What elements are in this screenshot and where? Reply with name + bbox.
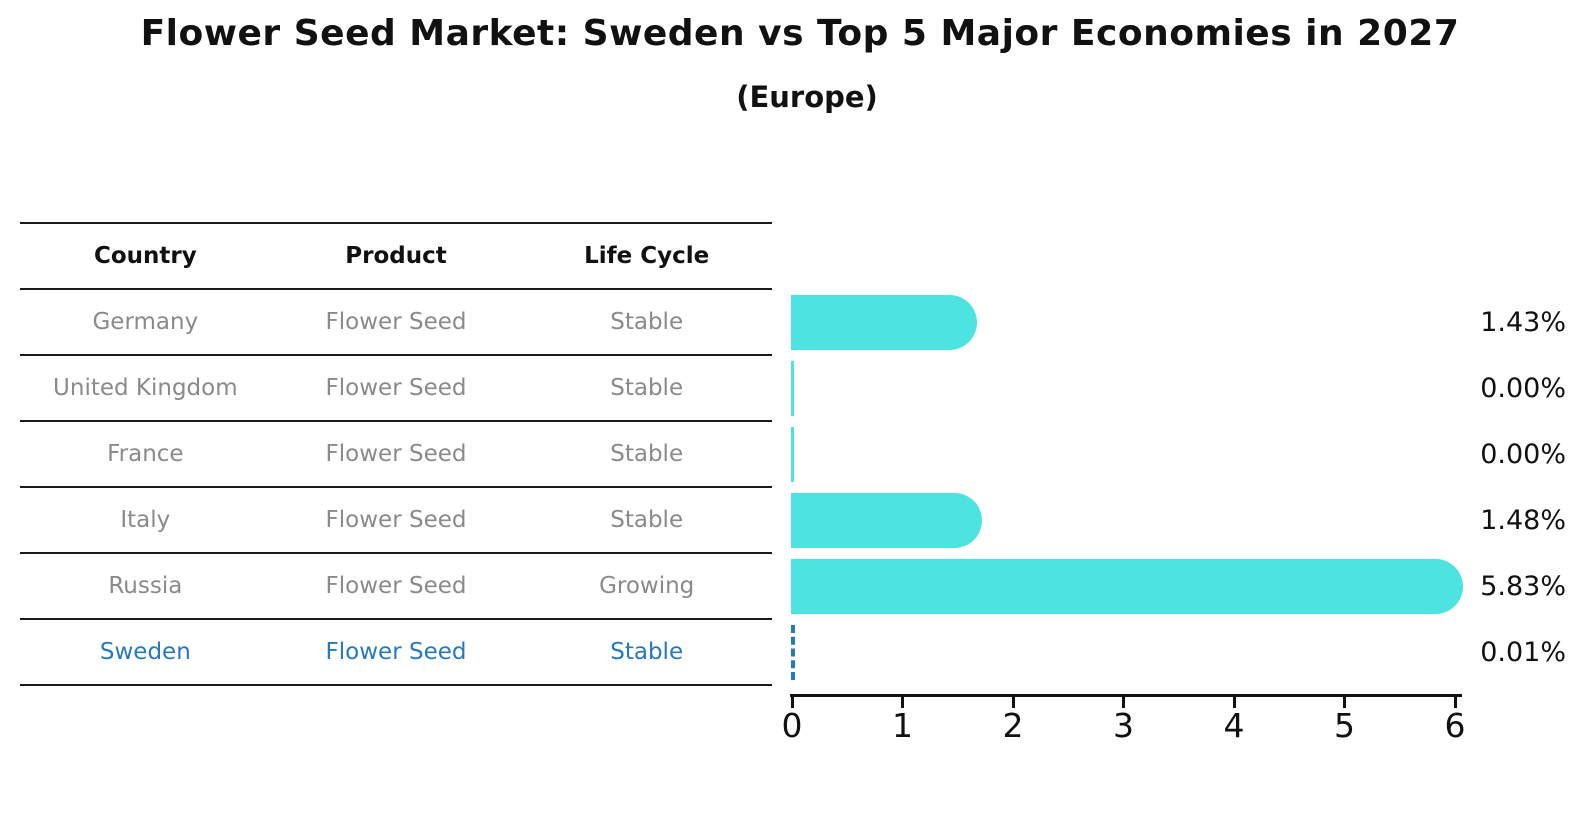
cell-life-cycle: Stable	[610, 309, 684, 335]
column-header-product: Product	[345, 243, 447, 269]
x-tick-label-1: 1	[892, 706, 913, 745]
cell-country: Sweden	[99, 639, 191, 665]
table-row-sweden: Sweden Flower Seed Stable	[20, 620, 772, 686]
x-tick-mark-0	[790, 697, 794, 708]
x-tick-mark-1	[901, 697, 904, 708]
x-tick-label-3: 3	[1113, 706, 1134, 745]
bar-germany	[791, 295, 977, 350]
cell-life-cycle: Stable	[610, 639, 684, 665]
x-tick-mark-6	[1453, 697, 1457, 708]
value-label-italy: 1.48%	[1480, 505, 1566, 536]
cell-country: Germany	[92, 309, 199, 335]
cell-product: Flower Seed	[325, 375, 467, 401]
x-tick-mark-4	[1232, 697, 1236, 708]
country-table: Country Product Life Cycle Germany Flower…	[20, 222, 772, 686]
cell-country: Italy	[120, 507, 171, 533]
cell-product: Flower Seed	[325, 573, 467, 599]
cell-life-cycle: Stable	[610, 375, 684, 401]
value-label-france: 0.00%	[1480, 439, 1566, 470]
cell-country: United Kingdom	[53, 375, 238, 401]
cell-life-cycle: Growing	[599, 573, 695, 599]
bar-italy	[791, 493, 983, 548]
x-tick-label-5: 5	[1334, 706, 1355, 745]
bar-france	[791, 427, 794, 482]
x-tick-mark-2	[1011, 697, 1015, 708]
cell-life-cycle: Stable	[610, 507, 684, 533]
cell-product: Flower Seed	[325, 507, 467, 533]
column-header-country: Country	[93, 243, 197, 269]
bar-sweden	[791, 625, 796, 680]
table-header-row: Country Product Life Cycle	[20, 224, 772, 290]
cell-product: Flower Seed	[325, 441, 467, 467]
value-label-russia: 5.83%	[1480, 571, 1566, 602]
cell-life-cycle: Stable	[610, 441, 684, 467]
x-tick-label-6: 6	[1444, 706, 1466, 745]
x-axis-line	[790, 694, 1462, 697]
table-row-united-kingdom: United Kingdom Flower Seed Stable	[20, 356, 772, 422]
column-header-life-cycle: Life Cycle	[584, 243, 710, 269]
cell-country: Russia	[108, 573, 183, 599]
value-label-sweden: 0.01%	[1480, 637, 1566, 668]
chart-subtitle: (Europe)	[736, 80, 878, 114]
x-tick-label-0: 0	[781, 706, 803, 745]
chart-title: Flower Seed Market: Sweden vs Top 5 Majo…	[140, 13, 1460, 54]
x-tick-mark-3	[1122, 697, 1125, 708]
x-tick-label-2: 2	[1002, 706, 1024, 745]
table-row-russia: Russia Flower Seed Growing	[20, 554, 772, 620]
cell-product: Flower Seed	[325, 639, 467, 665]
bar-russia	[791, 559, 1463, 614]
value-label-germany: 1.43%	[1480, 307, 1566, 338]
cell-product: Flower Seed	[325, 309, 467, 335]
x-tick-mark-5	[1343, 697, 1346, 708]
table-row-germany: Germany Flower Seed Stable	[20, 290, 772, 356]
value-label-united-kingdom: 0.00%	[1480, 373, 1566, 404]
x-tick-label-4: 4	[1223, 706, 1245, 745]
table-row-italy: Italy Flower Seed Stable	[20, 488, 772, 554]
cell-country: France	[107, 441, 184, 467]
table-row-france: France Flower Seed Stable	[20, 422, 772, 488]
bar-united-kingdom	[791, 361, 794, 416]
